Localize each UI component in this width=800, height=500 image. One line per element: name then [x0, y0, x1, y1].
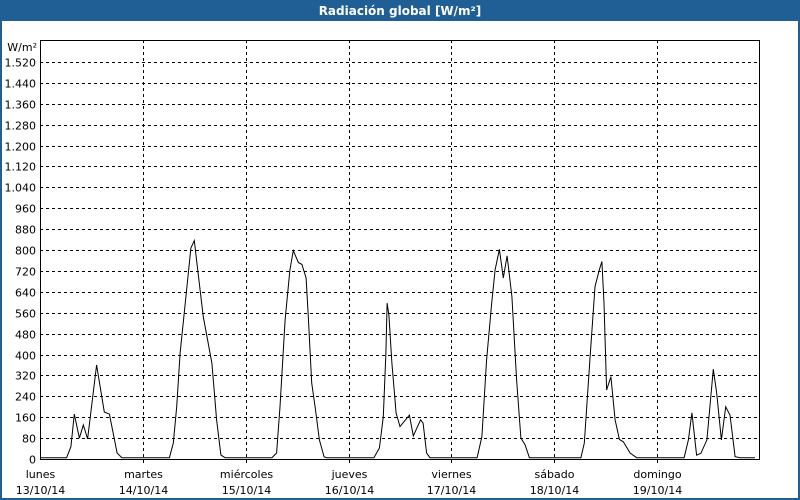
y-tick-label: 160: [15, 412, 36, 425]
x-tick-weekday: domingo: [633, 468, 681, 481]
y-tick-label: 960: [15, 203, 36, 216]
x-tick-date: 15/10/14: [222, 484, 271, 497]
y-tick-label: 1.440: [5, 78, 37, 91]
y-tick-label: 480: [15, 329, 36, 342]
y-tick-label: 1.200: [5, 141, 37, 154]
y-axis-unit: W/m²: [7, 41, 37, 54]
y-tick-label: 1.280: [5, 120, 37, 133]
y-tick-label: 1.120: [5, 161, 37, 174]
x-tick-weekday: sábado: [535, 468, 575, 481]
y-tick-label: 1.360: [5, 99, 37, 112]
y-tick-label: 400: [15, 350, 36, 363]
y-tick-label: 800: [15, 245, 36, 258]
y-tick-label: 560: [15, 308, 36, 321]
x-axis-ticks: lunes 13/10/14 martes 14/10/14 miércoles 15/1…: [16, 468, 682, 497]
y-tick-label: 240: [15, 391, 36, 404]
x-tick-weekday: miércoles: [220, 468, 273, 481]
y-tick-label: 640: [15, 287, 36, 300]
window-title: Radiación global [W/m²]: [2, 2, 798, 21]
x-tick-date: 18/10/14: [530, 484, 579, 497]
x-tick-date: 19/10/14: [633, 484, 682, 497]
y-tick-label: 1.520: [5, 57, 37, 70]
x-tick-date: 17/10/14: [427, 484, 476, 497]
x-tick-date: 16/10/14: [325, 484, 374, 497]
y-tick-label: 720: [15, 266, 36, 279]
y-tick-label: 880: [15, 224, 36, 237]
x-tick-weekday: jueves: [331, 468, 368, 481]
x-tick-date: 13/10/14: [16, 484, 65, 497]
y-axis-ticks: 0 80 160 240 320 400 480 560 640 720 800 880 960 1.04…: [5, 57, 37, 467]
x-tick-date: 14/10/14: [119, 484, 168, 497]
x-tick-weekday: martes: [124, 468, 163, 481]
grid: [40, 40, 760, 465]
y-tick-label: 80: [22, 433, 36, 446]
y-tick-label: 1.040: [5, 182, 37, 195]
x-tick-weekday: viernes: [431, 468, 471, 481]
plot-frame: [40, 40, 760, 460]
y-tick-label: 320: [15, 370, 36, 383]
x-tick-weekday: lunes: [26, 468, 56, 481]
radiation-series-line: [40, 238, 755, 459]
y-tick-label: 0: [29, 454, 36, 467]
